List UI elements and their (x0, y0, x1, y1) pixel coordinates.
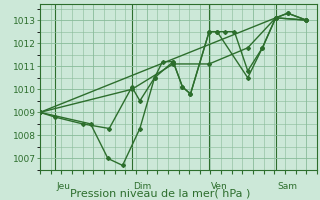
Text: Jeu: Jeu (56, 182, 70, 191)
Text: Sam: Sam (277, 182, 297, 191)
Text: Pression niveau de la mer( hPa ): Pression niveau de la mer( hPa ) (70, 188, 250, 198)
Text: Ven: Ven (211, 182, 228, 191)
Text: Dim: Dim (133, 182, 152, 191)
